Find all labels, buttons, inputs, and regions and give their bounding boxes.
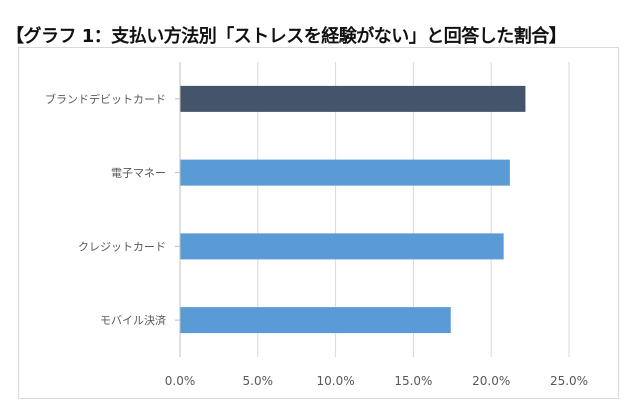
category-label: ブランドデビットカード [45, 92, 166, 106]
category-label: 電子マネー [111, 167, 166, 180]
bar [180, 85, 526, 112]
category-label: クレジットカード [78, 240, 166, 253]
x-tick-label: 10.0% [317, 374, 355, 388]
x-tick-label: 25.0% [550, 374, 588, 388]
chart-frame [18, 47, 619, 399]
x-tick-label: 15.0% [394, 374, 432, 388]
x-tick-label: 5.0% [243, 374, 274, 388]
bar [180, 233, 504, 260]
x-tick-label: 20.0% [472, 374, 510, 388]
category-label: モバイル決済 [100, 313, 166, 327]
chart-title: 【グラフ 1：支払い方法別「ストレスを経験がない」と回答した割合】 [6, 26, 567, 47]
bar [180, 307, 451, 334]
x-tick-label: 0.0% [165, 374, 196, 388]
bar [180, 159, 510, 186]
